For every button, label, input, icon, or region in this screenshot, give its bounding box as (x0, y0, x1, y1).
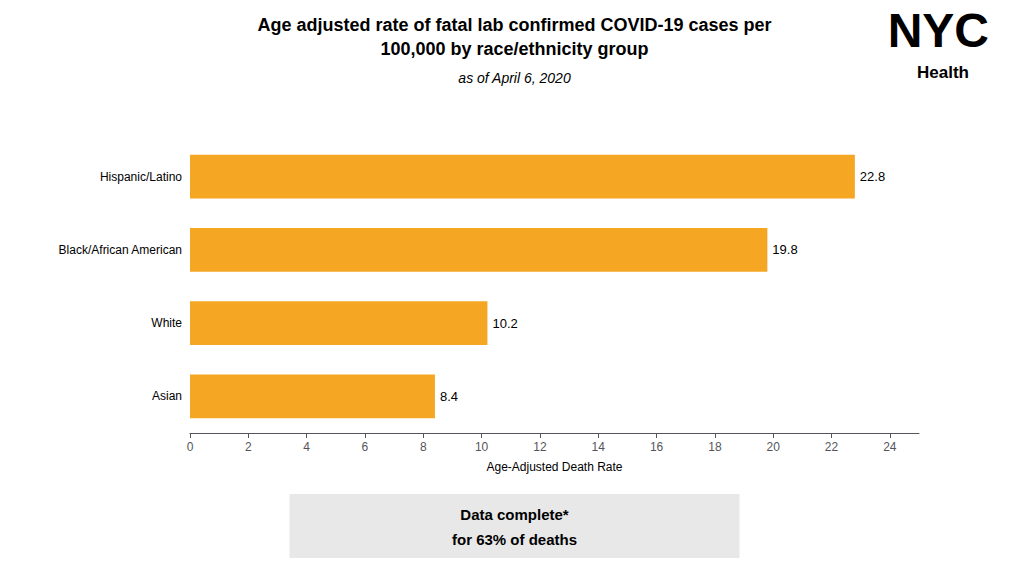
svg-text:Age-Adjusted Death Rate: Age-Adjusted Death Rate (486, 460, 622, 474)
svg-text:12: 12 (533, 440, 547, 454)
svg-text:14: 14 (592, 440, 606, 454)
svg-text:White: White (151, 316, 182, 330)
svg-text:20: 20 (767, 440, 781, 454)
svg-text:Hispanic/Latino: Hispanic/Latino (100, 170, 182, 184)
svg-text:10: 10 (475, 440, 489, 454)
svg-text:19.8: 19.8 (772, 242, 797, 257)
svg-text:8: 8 (420, 440, 427, 454)
svg-text:63%: 63% (476, 531, 506, 548)
svg-text:Black/African American: Black/African American (59, 243, 182, 257)
svg-text:22.8: 22.8 (860, 169, 885, 184)
svg-text:Age adjusted rate of fatal lab: Age adjusted rate of fatal lab confirmed… (257, 15, 771, 35)
svg-text:10.2: 10.2 (492, 316, 517, 331)
svg-text:100,000 by race/ethnicity grou: 100,000 by race/ethnicity group (380, 39, 648, 59)
svg-text:24: 24 (883, 440, 897, 454)
svg-text:Data complete*: Data complete* (460, 506, 569, 523)
svg-text:for: for (452, 531, 476, 548)
svg-text:Asian: Asian (152, 389, 182, 403)
svg-text:18: 18 (708, 440, 722, 454)
svg-text:16: 16 (650, 440, 664, 454)
svg-text:8.4: 8.4 (440, 389, 458, 404)
svg-text:NYC: NYC (888, 4, 989, 57)
svg-text:22: 22 (825, 440, 839, 454)
svg-text:as of April 6, 2020: as of April 6, 2020 (458, 70, 571, 86)
svg-text:6: 6 (362, 440, 369, 454)
svg-text:2: 2 (245, 440, 252, 454)
svg-text:4: 4 (303, 440, 310, 454)
svg-text:Health: Health (917, 63, 969, 82)
svg-text:0: 0 (187, 440, 194, 454)
svg-text:of deaths: of deaths (506, 531, 577, 548)
